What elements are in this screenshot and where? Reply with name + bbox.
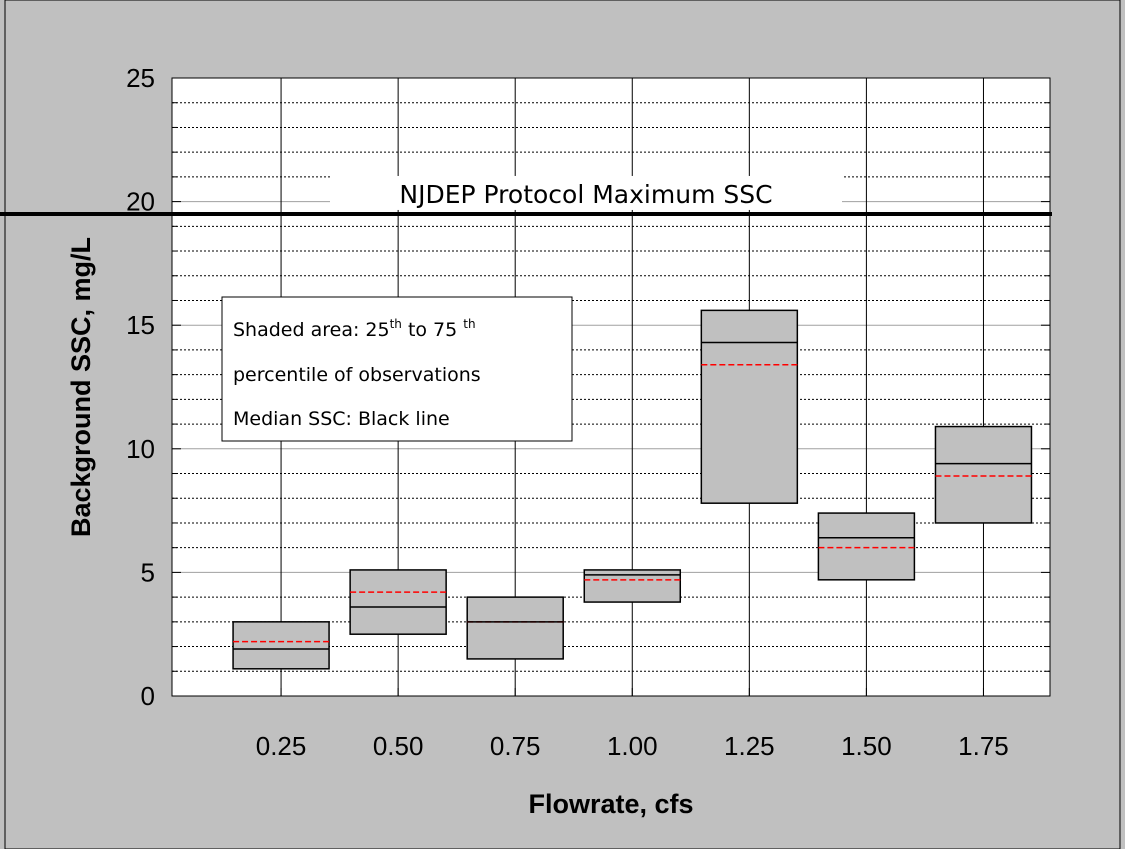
box-iqr	[817, 512, 916, 581]
y-tick-label: 15	[126, 310, 155, 340]
y-tick-label: 5	[141, 557, 155, 587]
y-axis-title: Background SSC, mg/L	[66, 237, 96, 537]
box-iqr	[700, 309, 799, 504]
annotation-line-2: percentile of observations	[233, 364, 481, 386]
annotation-line-3: Median SSC: Black line	[233, 408, 450, 430]
reference-line-label: NJDEP Protocol Maximum SSC	[399, 180, 772, 209]
box-iqr	[349, 569, 447, 635]
x-tick-labels: 0.25 0.50 0.75 1.00 1.25 1.50 1.75	[256, 688, 1009, 761]
box-0.75	[466, 596, 564, 660]
x-tick-label: 1.25	[724, 731, 775, 761]
plot-frame	[171, 77, 1051, 697]
y-tick-label: 10	[126, 434, 155, 464]
box-iqr	[466, 596, 564, 660]
reference-line-group: NJDEP Protocol Maximum SSC	[0, 175, 1052, 216]
y-tick-label: 20	[126, 187, 155, 217]
box-iqr	[934, 425, 1033, 524]
x-axis-title: Flowrate, cfs	[528, 789, 693, 819]
box-1.00	[583, 569, 682, 603]
y-tick-labels: 0 5 10 15 20 25	[126, 63, 1050, 711]
x-tick-label: 0.75	[490, 731, 541, 761]
x-tick-label: 1.00	[607, 731, 658, 761]
figure-border	[4, 0, 1121, 849]
x-tick-label: 1.75	[958, 731, 1009, 761]
y-tick-label: 0	[141, 681, 155, 711]
box-1.75	[934, 425, 1033, 524]
y-tick-label: 25	[126, 63, 155, 93]
boxes	[232, 309, 1033, 670]
reference-label-background	[330, 175, 842, 210]
box-1.50	[817, 512, 916, 581]
annotation-frame	[221, 296, 573, 442]
x-tick-label: 0.50	[373, 731, 424, 761]
box-0.25	[232, 621, 330, 670]
annotation-line-1: Shaded area: 25th to 75 th	[233, 317, 476, 341]
x-tick-label: 0.25	[256, 731, 307, 761]
box-0.50	[349, 569, 447, 635]
annotation-box: Shaded area: 25th to 75 th percentile of …	[221, 296, 573, 442]
box-1.25	[700, 309, 799, 504]
x-tick-label: 1.50	[841, 731, 892, 761]
box-iqr	[232, 621, 330, 670]
